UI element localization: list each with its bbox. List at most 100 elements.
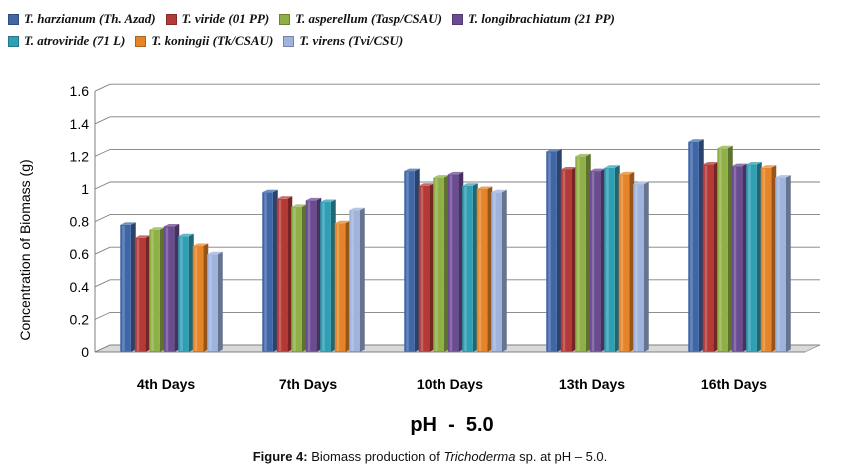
bar-side (301, 204, 307, 352)
bar-front (775, 177, 786, 352)
bar-top (775, 175, 791, 178)
x-tick-label: 4th Days (137, 376, 196, 392)
bar-top (746, 162, 762, 165)
chart-legend: T. harzianum (Th. Azad) T. viride (01 PP… (8, 8, 858, 52)
bar-front (447, 174, 459, 352)
y-tick-label: 1 (81, 181, 89, 197)
bar (433, 175, 449, 352)
bar-highlight (165, 227, 169, 351)
bar-highlight (620, 175, 624, 351)
bar-side (414, 168, 420, 352)
bar (276, 196, 293, 352)
bar-front (731, 166, 743, 352)
y-tick-label: 0.4 (70, 279, 90, 295)
bar-top (560, 166, 577, 170)
bar-highlight (307, 201, 311, 351)
bar-highlight (351, 211, 354, 351)
bar-side (429, 183, 435, 352)
bar-front (491, 192, 502, 352)
bar-top (462, 183, 478, 186)
bar-front (575, 156, 586, 352)
bar-front (433, 177, 444, 352)
legend-item-asperellum: T. asperellum (Tasp/CSAU) (279, 11, 442, 27)
legend-swatch (283, 35, 295, 47)
bar (207, 251, 223, 352)
bar-highlight (635, 185, 638, 351)
bar (149, 227, 165, 352)
bar-top (305, 197, 322, 201)
y-gridline (94, 116, 820, 125)
legend-item-virens: T. virens (Tvi/CSU) (283, 33, 403, 49)
bar (291, 204, 307, 352)
bar-side (443, 175, 449, 352)
y-tick-label: 1.6 (70, 83, 90, 99)
bar-front (688, 141, 699, 352)
biomass-bar-chart: 0 0.2 0.4 0.6 0.8 1 1.2 1.4 1.6 4th Days 7th Days 1… (17, 83, 821, 436)
bar-top (349, 207, 365, 211)
bar-front (178, 236, 189, 352)
bar-highlight (136, 238, 140, 351)
bar-highlight (122, 225, 125, 351)
bar-highlight (420, 186, 424, 351)
bar-side (188, 233, 194, 352)
chart-bars (120, 139, 791, 352)
bar-highlight (209, 255, 212, 351)
bar-side (145, 235, 151, 352)
bar (418, 183, 435, 352)
bar (717, 145, 733, 352)
bar-front (349, 210, 360, 352)
bar-side (130, 222, 136, 352)
bar-front (746, 164, 757, 352)
bar-side (217, 251, 223, 352)
bar-side (330, 199, 336, 352)
bar-side (585, 153, 591, 352)
bar (546, 149, 562, 352)
bar (163, 223, 180, 352)
bar-top (491, 189, 507, 193)
bar-side (571, 166, 577, 352)
bar-highlight (548, 152, 551, 351)
y-gridline (94, 148, 820, 157)
y-tick-label: 0.8 (70, 214, 90, 230)
bar-front (560, 169, 572, 352)
legend-label: T. atroviride (71 L) (24, 33, 126, 48)
bar-front (207, 254, 218, 352)
bar-top (418, 183, 435, 186)
bar-top (575, 153, 591, 157)
chart-axes: 0 0.2 0.4 0.6 0.8 1 1.2 1.4 1.6 4th Days 7th Days 1… (70, 83, 805, 392)
bar-front (192, 246, 204, 352)
bar-top (717, 145, 733, 149)
bar-side (345, 220, 351, 352)
legend-row-2: T. atroviride (71 L) T. koningii (Tk/CSA… (8, 30, 858, 52)
bar-top (163, 223, 180, 227)
bar (746, 162, 762, 352)
legend-label: T. koningii (Tk/CSAU) (151, 33, 274, 48)
bar (120, 222, 136, 352)
bar-side (458, 171, 464, 352)
bar (491, 189, 507, 352)
legend-label: T. viride (01 PP) (181, 11, 270, 26)
legend-item-koningii: T. koningii (Tk/CSAU) (135, 33, 273, 49)
caption-genus: Trichoderma (443, 449, 516, 464)
bar-highlight (493, 193, 496, 351)
legend-label: T. virens (Tvi/CSU) (299, 33, 404, 48)
x-tick-label: 7th Days (279, 376, 338, 392)
figure-caption: Figure 4: Biomass production of Trichode… (0, 449, 860, 464)
bar-top (207, 251, 223, 255)
bar (305, 197, 322, 352)
bar (731, 163, 748, 352)
bar (589, 168, 606, 352)
bar-side (785, 175, 791, 352)
bar-highlight (293, 207, 296, 351)
bar-front (404, 171, 415, 352)
bar-highlight (733, 167, 737, 351)
bar-front (633, 184, 644, 352)
bar-highlight (180, 237, 183, 351)
bar-side (756, 162, 762, 352)
bar-highlight (151, 230, 154, 351)
bar-side (159, 227, 165, 352)
bar-front (320, 202, 331, 352)
legend-item-atroviride: T. atroviride (71 L) (8, 33, 125, 49)
bar-top (334, 220, 351, 224)
bar-highlight (478, 190, 482, 351)
